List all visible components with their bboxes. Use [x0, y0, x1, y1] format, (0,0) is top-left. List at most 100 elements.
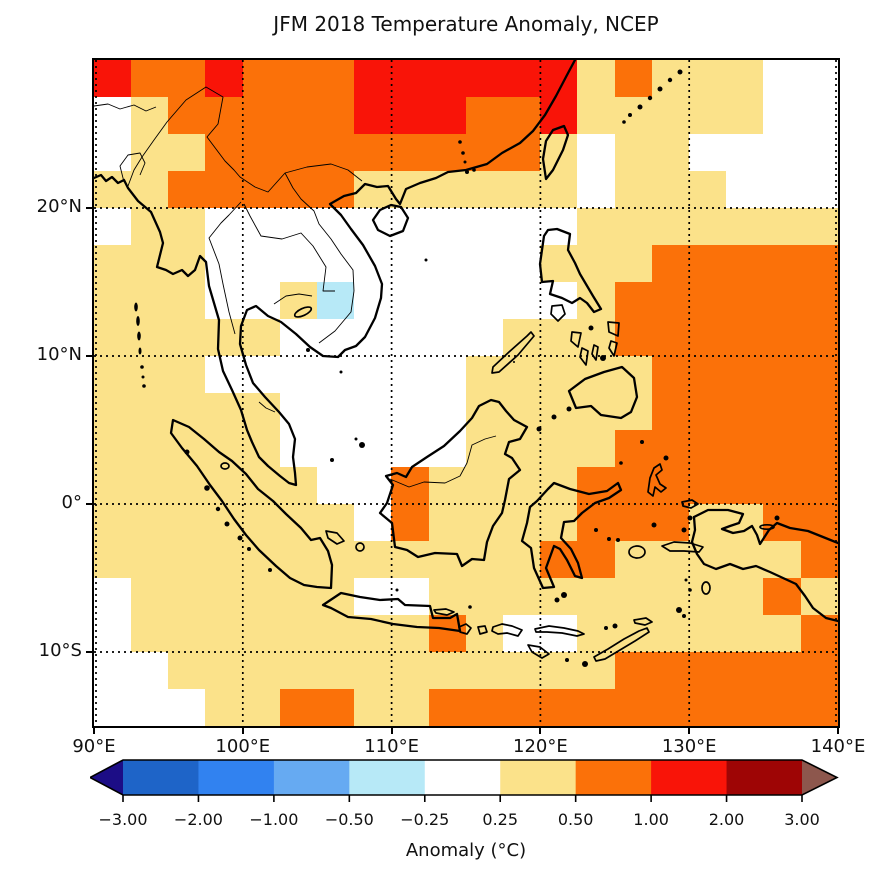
y-axis-tick — [86, 503, 94, 505]
anomaly-grid-cell — [726, 540, 764, 579]
anomaly-grid-cell — [316, 688, 355, 727]
timor-coastline — [593, 627, 650, 662]
x-axis-tick — [688, 726, 691, 734]
anomaly-grid-cell — [205, 429, 244, 468]
anomaly-grid-cell — [93, 651, 132, 690]
anomaly-grid-cell — [726, 133, 764, 172]
anomaly-grid-cell — [428, 133, 467, 172]
anomaly-grid-cell — [428, 392, 467, 431]
anomaly-grid-cell — [93, 392, 132, 431]
anomaly-grid-cell — [763, 318, 802, 357]
anomaly-grid-cell — [763, 96, 802, 135]
anomaly-grid-cell — [800, 96, 839, 135]
anomaly-grid-cell — [354, 466, 392, 505]
anomaly-grid-cell — [242, 503, 281, 542]
anomaly-grid-cell — [651, 503, 690, 542]
anomaly-grid-cell — [502, 281, 541, 320]
anomaly-grid-cell — [168, 392, 206, 431]
seram-coastline — [661, 541, 704, 553]
anomaly-grid-cell — [428, 614, 467, 653]
anomaly-grid-cell — [130, 577, 169, 616]
small-islands — [134, 69, 780, 667]
anomaly-grid-cell — [279, 244, 318, 283]
anomaly-grid-cell — [93, 133, 132, 172]
anomaly-grid-cell — [391, 651, 430, 690]
colorbar-tick-label: 1.00 — [633, 810, 669, 829]
anomaly-grid-cell — [354, 318, 392, 357]
anomaly-grid-cell — [763, 244, 802, 283]
anomaly-grid-cell — [614, 355, 653, 394]
halmahera-coastline — [647, 463, 667, 497]
anomaly-grid-cell — [242, 133, 281, 172]
anomaly-grid-cell — [688, 392, 727, 431]
hainan-coastline — [371, 203, 410, 238]
colorbar-tick-label: −3.00 — [98, 810, 148, 829]
anomaly-grid-cell — [391, 281, 430, 320]
y-axis-tick-label: 10°N — [36, 344, 82, 365]
anomaly-grid-cell — [800, 244, 839, 283]
anomaly-grid-cell — [279, 503, 318, 542]
anomaly-grid-cell — [540, 429, 578, 468]
anomaly-grid-cell — [316, 429, 355, 468]
cebu-coastline — [591, 344, 599, 361]
anomaly-grid-cell — [93, 614, 132, 653]
anomaly-grid-cell — [205, 540, 244, 579]
colorbar-segment — [500, 760, 577, 795]
x-axis-tick-label: 110°E — [364, 736, 419, 757]
anomaly-grid-cell — [577, 96, 616, 135]
anomaly-grid-cell — [354, 651, 392, 690]
anomaly-grid-cell — [168, 466, 206, 505]
anomaly-grid-cell — [502, 577, 541, 616]
anomaly-grid-cell — [577, 133, 616, 172]
anomaly-grid-cell — [130, 651, 169, 690]
anomaly-grid-cell — [763, 466, 802, 505]
y-axis-tick-label: 10°S — [38, 640, 82, 661]
colorbar-tick-label: −1.00 — [249, 810, 299, 829]
anomaly-grid-cell — [168, 355, 206, 394]
anomaly-grid-cell — [614, 281, 653, 320]
anomaly-grid-cell — [354, 392, 392, 431]
anomaly-grid-cell — [688, 133, 727, 172]
anomaly-grid-cell — [614, 133, 653, 172]
colorbar-segment — [123, 760, 199, 795]
anomaly-grid-cell — [800, 466, 839, 505]
anomaly-grid-cell — [688, 207, 727, 246]
anomaly-grid-cell — [465, 244, 504, 283]
waigeo-coastline — [681, 499, 699, 509]
new-guinea-north-coastline — [692, 508, 838, 546]
anomaly-grid-cell — [651, 688, 690, 727]
sulawesi-coastline — [520, 481, 623, 590]
y-axis-tick — [86, 651, 94, 653]
anomaly-grid-cell — [316, 466, 355, 505]
anomaly-grid-cell — [502, 503, 541, 542]
anomaly-grid-cell — [354, 503, 392, 542]
anomaly-grid-cell — [726, 392, 764, 431]
anomaly-grid-cell — [651, 96, 690, 135]
anomaly-grid-cell — [726, 429, 764, 468]
anomaly-grid-cell — [726, 651, 764, 690]
colorbar — [88, 758, 839, 808]
anomaly-grid-cell — [614, 59, 653, 98]
anomaly-grid-cell — [205, 96, 244, 135]
anomaly-grid-cell — [205, 244, 244, 283]
anomaly-grid-cell — [391, 577, 430, 616]
anomaly-grid-cell — [391, 318, 430, 357]
anomaly-grid-cell — [726, 207, 764, 246]
anomaly-grid-cell — [428, 318, 467, 357]
panay-coastline — [570, 331, 582, 348]
anomaly-grid-cell — [726, 96, 764, 135]
anomaly-grid-cell — [465, 318, 504, 357]
anomaly-grid-cell — [465, 170, 504, 209]
anomaly-grid-cell — [651, 133, 690, 172]
lombok-coastline — [477, 625, 488, 635]
anomaly-grid-cell — [279, 429, 318, 468]
anomaly-grid-cell — [651, 540, 690, 579]
anomaly-grid-cell — [577, 244, 616, 283]
anomaly-grid-cell — [651, 318, 690, 357]
anomaly-grid-cell — [651, 355, 690, 394]
anomaly-grid-cell — [763, 170, 802, 209]
anomaly-grid-cell — [428, 170, 467, 209]
anomaly-grid-cell — [577, 503, 616, 542]
anomaly-grid-cell — [168, 614, 206, 653]
anomaly-grid-cell — [614, 318, 653, 357]
